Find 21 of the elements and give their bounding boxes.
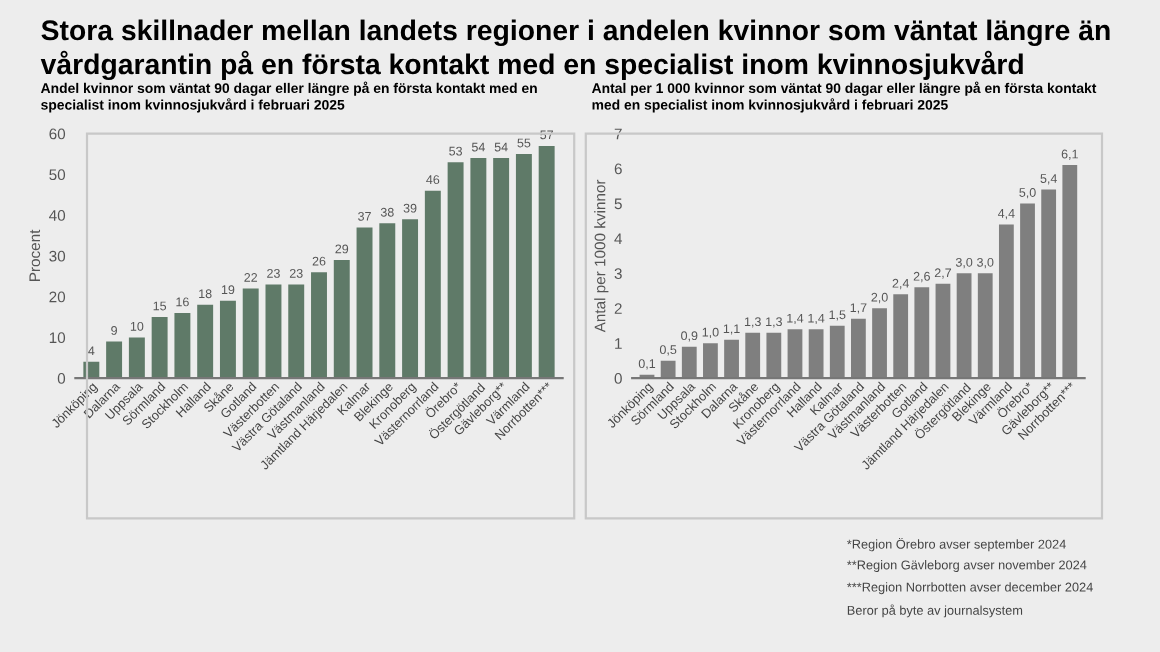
- chart-title: Stora skillnader mellan landets regioner i andelen kvinnor som väntat längre än vårdgarantin på en första kontakt med en specialist inom kvinnosjukvård: [40, 19, 1110, 81]
- bar: [538, 145, 555, 379]
- bar: [174, 312, 191, 379]
- bar: [333, 259, 350, 379]
- bar: [128, 337, 145, 379]
- bar: [265, 284, 282, 379]
- bar: [311, 272, 327, 379]
- bar: [106, 341, 123, 379]
- bar: [288, 284, 305, 379]
- bar: [470, 158, 487, 379]
- bar: [242, 288, 259, 379]
- bar: [151, 317, 168, 379]
- bar: [515, 154, 532, 379]
- bar: [219, 300, 236, 379]
- bar: [424, 190, 441, 379]
- bar: [356, 227, 373, 379]
- bar: [402, 219, 419, 379]
- bar: [197, 304, 214, 379]
- bar: [493, 158, 510, 379]
- bar: [379, 223, 396, 379]
- bar: [447, 162, 464, 379]
